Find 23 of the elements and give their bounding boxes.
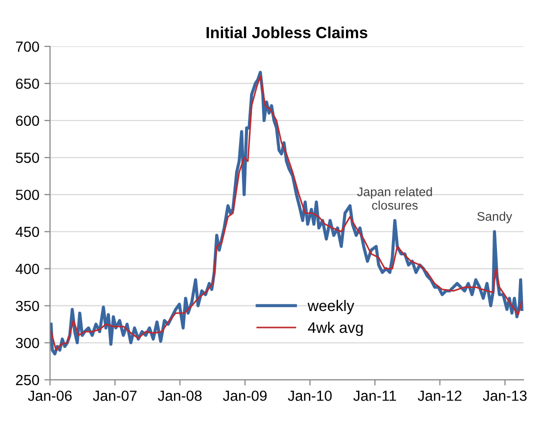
- y-tick-label: 600: [16, 116, 40, 126]
- y-tick-label: 400: [16, 264, 40, 274]
- x-tick-label: Jan-13: [482, 390, 527, 401]
- y-tick-label: 500: [16, 190, 40, 200]
- annotation: Japan related closures: [357, 187, 432, 210]
- y-tick-label: 450: [16, 226, 40, 238]
- annotation: Sandy: [477, 212, 512, 224]
- y-tick-label: 700: [16, 42, 40, 52]
- y-tick-label: 550: [16, 152, 40, 163]
- y-tick-label: 350: [16, 300, 40, 312]
- chart-title: Initial Jobless Claims: [206, 26, 368, 38]
- x-tick-label: Jan-12: [418, 390, 462, 401]
- x-tick-label: Jan-07: [92, 390, 137, 401]
- x-tick-label: Jan-06: [28, 390, 72, 401]
- y-tick-label: 250: [16, 374, 40, 386]
- x-tick-label: Jan-11: [353, 390, 396, 401]
- y-tick-label: 300: [16, 338, 40, 348]
- x-tick-label: Jan-09: [222, 390, 267, 401]
- legend-label: weekly: [308, 300, 354, 314]
- legend-label: 4wk avg: [308, 322, 363, 336]
- y-tick-label: 650: [16, 78, 40, 89]
- x-tick-label: Jan-08: [158, 390, 202, 401]
- x-tick-label: Jan-10: [288, 390, 332, 401]
